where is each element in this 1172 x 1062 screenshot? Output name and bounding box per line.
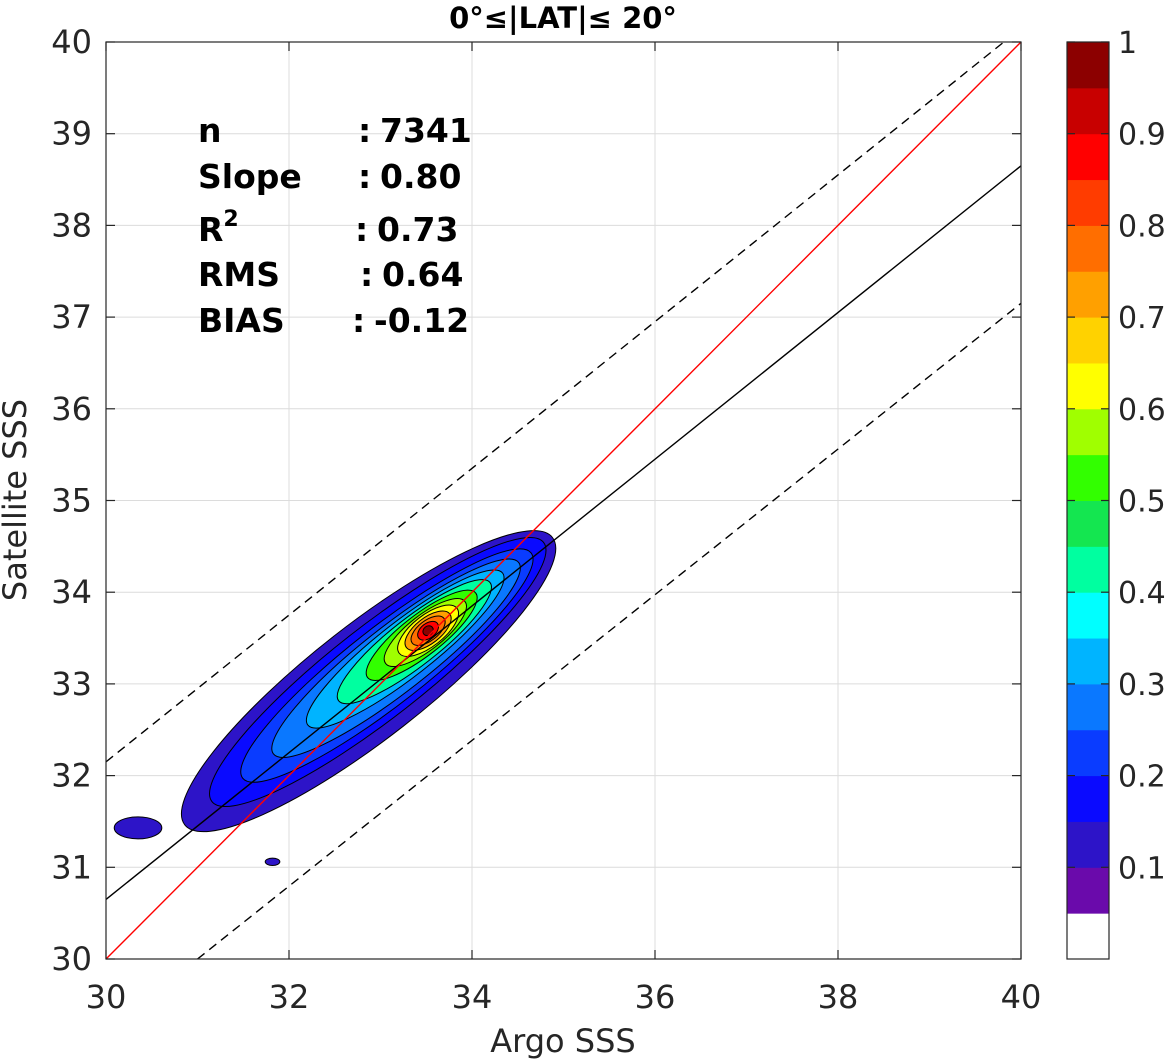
y-tick-label: 31: [51, 848, 92, 886]
reference-lines: [106, 42, 1021, 959]
contour-patch: [264, 857, 281, 866]
y-tick-label: 30: [51, 940, 92, 978]
colorbar-segment: [1067, 729, 1109, 777]
colorbar-tick-label: 0.9: [1118, 118, 1166, 153]
colorbar-segment: [1067, 454, 1109, 501]
stats-label: Slope: [198, 157, 302, 196]
stats-separator: :: [355, 210, 368, 249]
colorbar-segment: [1067, 821, 1109, 868]
colorbar-segment: [1067, 408, 1109, 456]
colorbar-segment: [1067, 638, 1109, 685]
regression-line: [106, 165, 1021, 900]
stats-separator: :: [352, 301, 365, 340]
one-to-one-line: [106, 42, 1021, 959]
colorbar-segment: [1067, 362, 1109, 410]
colorbar-tick-label: 0.3: [1118, 668, 1166, 703]
y-tick-label: 40: [51, 23, 92, 61]
y-tick-label: 39: [51, 115, 92, 153]
upper-dashed-line: [106, 42, 1005, 763]
colorbar: 0.1 0.2 0.3 0.4 0.5 0.6 0.7 0.8 0.9 1: [1066, 26, 1166, 960]
colorbar-segment: [1067, 775, 1109, 822]
colorbar-tick-label: 0.8: [1118, 209, 1166, 244]
colorbar-segment: [1067, 271, 1109, 318]
stats-value: -0.12: [374, 301, 469, 340]
contour-patch: [113, 816, 163, 840]
colorbar-tick-label: 0.4: [1118, 576, 1166, 611]
y-tick-label: 33: [51, 665, 92, 703]
y-tick-label: 37: [51, 298, 92, 336]
x-tick-label: 38: [818, 978, 859, 1016]
colorbar-tick-label: 0.7: [1118, 301, 1166, 336]
colorbar-tick-label: 1: [1118, 26, 1137, 61]
x-tick-label: 40: [1001, 978, 1042, 1016]
y-axis-label: Satellite SSS: [0, 399, 34, 601]
stats-value: 7341: [380, 111, 472, 150]
colorbar-segment: [1067, 87, 1109, 135]
colorbar-tick-label: 0.6: [1118, 393, 1166, 428]
chart-title: 0°≤|LAT|≤ 20°: [449, 1, 677, 35]
stats-label: n: [198, 111, 222, 150]
x-tick-label: 32: [269, 978, 310, 1016]
colorbar-segment: [1067, 225, 1109, 272]
colorbar-tick-label: 0.2: [1118, 760, 1166, 795]
y-tick-label: 34: [51, 573, 92, 611]
stats-separator: :: [358, 111, 371, 150]
x-axis-label: Argo SSS: [490, 1022, 635, 1060]
colorbar-segment: [1067, 683, 1109, 731]
colorbar-segment: [1067, 500, 1109, 547]
y-tick-label: 36: [51, 390, 92, 428]
stats-separator: :: [358, 157, 371, 196]
stats-label: R2: [198, 207, 239, 249]
colorbar-tick-label: 0.5: [1118, 485, 1166, 520]
axis-ticks: 30 32 34 36 38 40 30 31 32 33 34 35 36 37 38 39 40: [51, 23, 1041, 1016]
density-contours: [113, 530, 557, 866]
x-tick-label: 36: [635, 978, 676, 1016]
colorbar-tick-label: 0.1: [1118, 851, 1166, 886]
stats-label: RMS: [198, 255, 280, 294]
x-tick-label: 30: [86, 978, 127, 1016]
stats-label-superscript: 2: [223, 207, 238, 232]
colorbar-segment: [1067, 546, 1109, 593]
y-tick-label: 38: [51, 206, 92, 244]
stats-value: 0.73: [377, 210, 458, 249]
colorbar-segment: [1067, 42, 1109, 89]
colorbar-segment: [1067, 592, 1109, 639]
x-tick-label: 34: [452, 978, 493, 1016]
colorbar-segment: [1067, 179, 1109, 226]
y-tick-label: 35: [51, 482, 92, 520]
colorbar-segment: [1067, 913, 1109, 960]
colorbar-segment: [1067, 317, 1109, 364]
lower-dashed-line: [197, 302, 1021, 959]
colorbar-segment: [1067, 867, 1109, 914]
y-tick-label: 32: [51, 757, 92, 795]
stats-separator: :: [360, 255, 373, 294]
colorbar-segment: [1067, 133, 1109, 181]
stats-value: 0.64: [382, 255, 463, 294]
stats-label: BIAS: [198, 301, 285, 340]
stats-value: 0.80: [380, 157, 461, 196]
